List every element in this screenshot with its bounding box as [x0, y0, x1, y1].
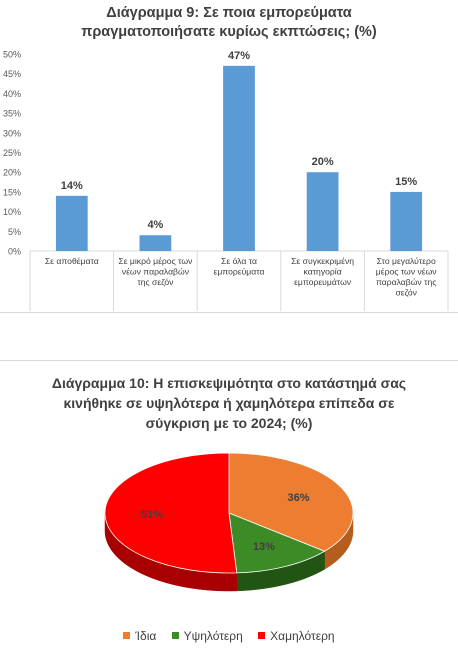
bar-data-label: 14% [61, 180, 83, 192]
pie-chart-title-line-2: κινήθηκε σε υψηλότερα ή χαμηλότερα επίπε… [63, 395, 395, 411]
x-category-label-line: μέρος των νέων [376, 267, 437, 277]
x-category-label-line: εμπορευμάτων [294, 277, 351, 287]
bar-chart-title-line-2: πραγματοποιήσατε κυρίως εκπτώσεις; (%) [81, 24, 377, 40]
x-category-label: Σε αποθέματα [45, 256, 99, 266]
x-category-label-line: Σε όλα τα [221, 256, 257, 266]
pie-slice-3 [104, 452, 238, 574]
y-tick-label: 45% [3, 69, 21, 79]
legend-swatch-ypsiloteri [171, 632, 179, 640]
pie-chart-panel: Διάγραμμα 10: Η επισκεψιμότητα στο κατάσ… [0, 360, 458, 659]
x-category-label-line: σεζόν [395, 288, 416, 298]
bar-chart-svg: 0% 5% 10% 15% 20% 25% 30% 35% 40% 45% 50% 14% Σε απο… [3, 50, 449, 311]
y-tick-label: 15% [3, 187, 21, 197]
legend-label-ypsiloteri: Υψηλότερη [183, 629, 243, 643]
bar-chart-panel: Διάγραμμα 9: Σε ποια εμπορεύματα πραγματ… [0, 0, 458, 313]
x-category-label: Σε συγκεκριμένη κατηγορία εμπορευμάτων [291, 256, 354, 287]
pie-chart-title: Διάγραμμα 10: Η επισκεψιμότητα στο κατάσ… [0, 373, 458, 433]
pie-slice-2 [228, 512, 326, 574]
pie-data-label: 36% [288, 492, 310, 504]
bar-data-label: 47% [228, 50, 250, 62]
y-tick-label: 10% [3, 207, 21, 217]
pie-chart-title-line-3: σύγκριση με το 2024; (%) [145, 415, 313, 431]
bar-5 [390, 191, 423, 251]
y-tick-label: 30% [3, 128, 21, 138]
legend-label-idia: Ίδια [135, 629, 157, 643]
pie-slice-1 [228, 452, 354, 552]
x-category-label-line: εμπορεύματα [214, 267, 265, 277]
pie-data-label: 51% [141, 509, 163, 521]
pie-chart-svg: 36% 13% 51% [104, 452, 354, 592]
x-category-label-line: της σεζόν [137, 277, 173, 287]
y-tick-label: 20% [3, 168, 21, 178]
y-tick-label: 0% [8, 247, 21, 257]
y-tick-label: 50% [3, 50, 21, 60]
y-tick-label: 25% [3, 148, 21, 158]
bar-data-label: 15% [395, 176, 417, 188]
bar-3 [223, 65, 255, 251]
pie-legend: Ίδια Υψηλότερη Χαμηλότερη [0, 629, 458, 643]
legend-swatch-xamiloteri [258, 632, 266, 640]
bar-chart-title-line-1: Διάγραμμα 9: Σε ποια εμπορεύματα [106, 5, 352, 21]
pie-data-label: 13% [253, 541, 275, 553]
pie-chart-title-line-1: Διάγραμμα 10: Η επισκεψιμότητα στο κατάσ… [51, 375, 407, 391]
bar-2 [139, 235, 172, 251]
legend-label-xamiloteri: Χαμηλότερη [270, 629, 335, 643]
bar-data-label: 4% [147, 219, 163, 231]
x-category-label-line: Σε μικρό μέρος των [118, 256, 192, 266]
legend-item-ypsiloteri: Υψηλότερη [171, 629, 243, 643]
x-category-label-line: Σε αποθέματα [45, 256, 99, 266]
x-category-label-line: νέων παραλαβών [122, 267, 189, 277]
y-tick-label: 40% [3, 89, 21, 99]
y-tick-label: 35% [3, 109, 21, 119]
legend-item-idia: Ίδια [123, 629, 156, 643]
bar-4 [306, 172, 339, 251]
x-category-label: Σε όλα τα εμπορεύματα [214, 256, 265, 277]
x-category-label: Σε μικρό μέρος των νέων παραλαβών της σεζό… [118, 256, 192, 287]
y-tick-label: 5% [8, 227, 21, 237]
x-category-label-line: Σε συγκεκριμένη [291, 256, 354, 266]
x-category-label-line: κατηγορία [304, 267, 342, 277]
x-category-label: Στο μεγαλύτερο μέρος των νέων παραλαβών τη… [376, 256, 437, 298]
bar-chart-title: Διάγραμμα 9: Σε ποια εμπορεύματα πραγματ… [0, 4, 458, 42]
bar-data-label: 20% [312, 156, 334, 168]
bar-1 [55, 195, 88, 251]
legend-item-xamiloteri: Χαμηλότερη [258, 629, 335, 643]
legend-swatch-idia [123, 632, 131, 640]
x-category-label-line: Στο μεγαλύτερο [377, 256, 436, 266]
x-category-label-line: παραλαβών της [376, 277, 436, 287]
